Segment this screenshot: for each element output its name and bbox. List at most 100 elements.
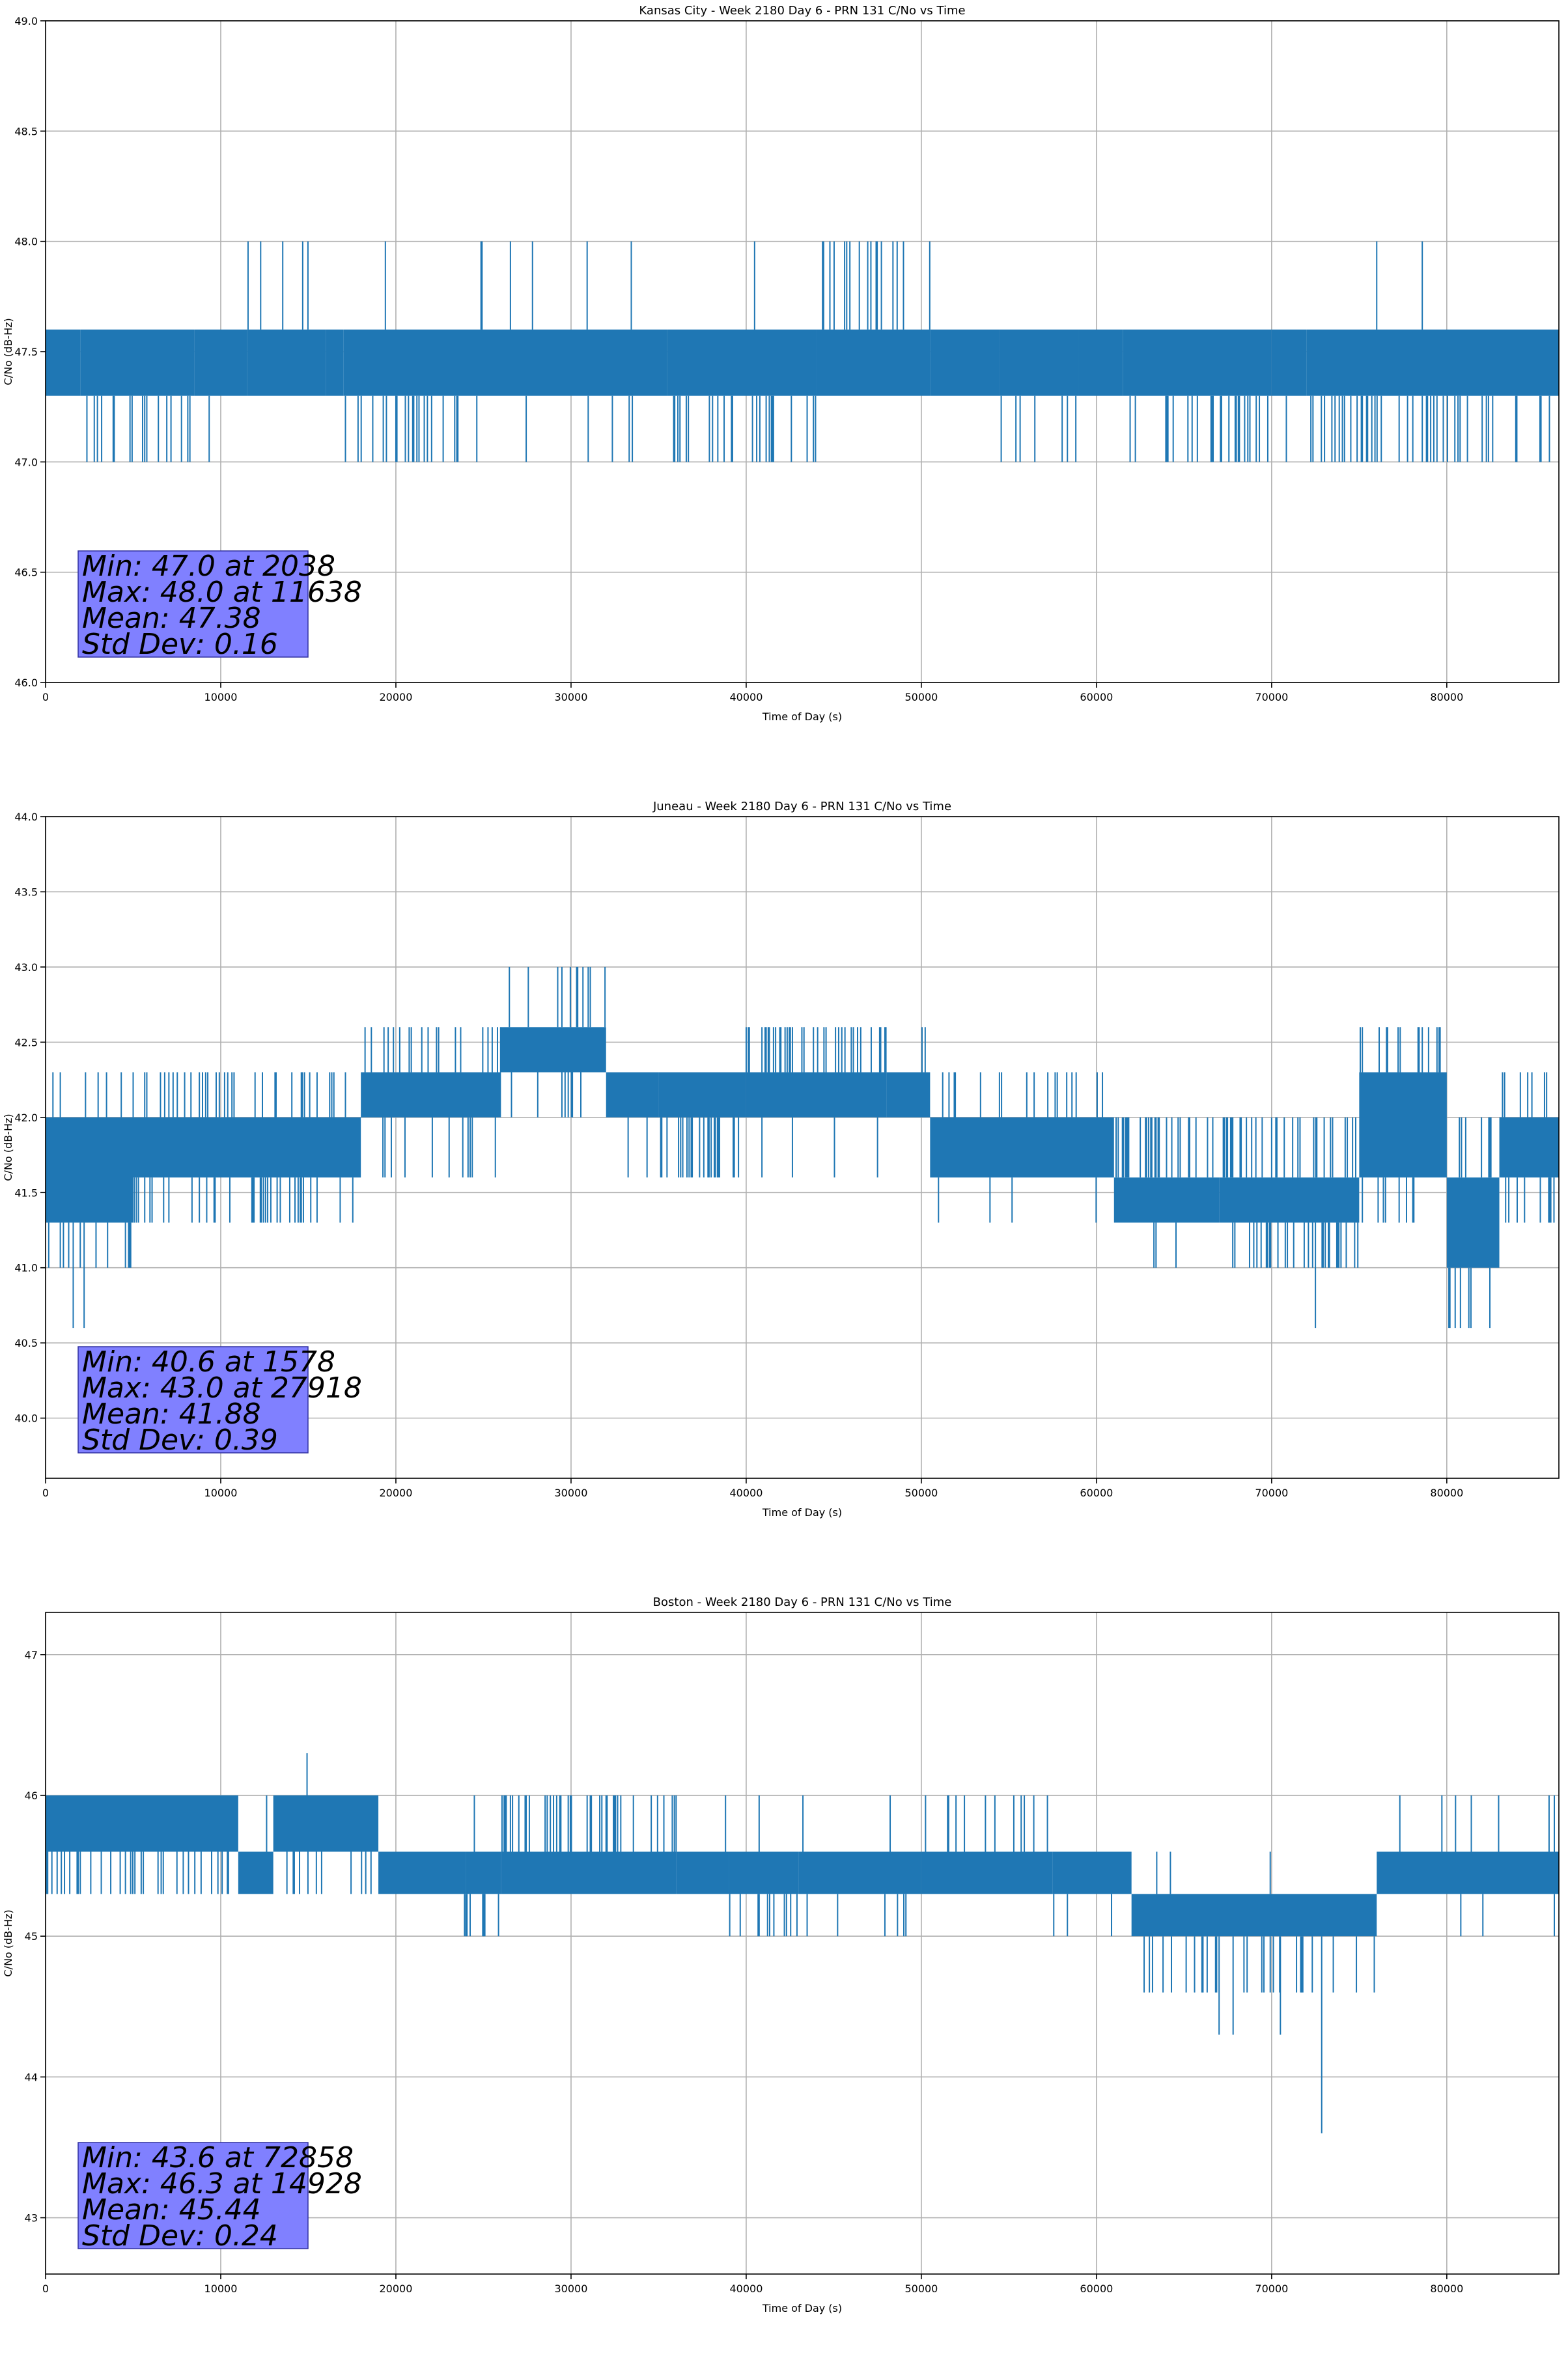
stats-max: Max: 46.3 at 14928	[82, 2167, 362, 2200]
x-tick-label: 60000	[1080, 2283, 1113, 2295]
stats-max: Max: 43.0 at 27918	[82, 1371, 362, 1405]
y-tick-label: 48.0	[14, 236, 38, 248]
stats-std: Std Dev: 0.24	[82, 2219, 278, 2253]
chart-title: Boston - Week 2180 Day 6 - PRN 131 C/No …	[653, 1595, 952, 1609]
y-tick-label: 41.5	[14, 1187, 38, 1199]
x-tick-label: 20000	[380, 691, 413, 703]
data-band	[466, 1851, 501, 1894]
x-tick-label: 30000	[554, 1487, 587, 1499]
x-tick-label: 10000	[204, 2283, 238, 2295]
x-tick-label: 30000	[554, 691, 587, 703]
y-tick-label: 43.0	[14, 961, 38, 974]
data-band	[930, 1117, 1114, 1178]
x-tick-label: 20000	[380, 2283, 413, 2295]
y-tick-label: 43.5	[14, 886, 38, 898]
x-tick-label: 50000	[904, 1487, 938, 1499]
data-band	[1377, 1851, 1559, 1894]
y-tick-label: 44.0	[14, 811, 38, 823]
y-tick-label: 49.0	[14, 15, 38, 27]
data-band	[378, 1851, 466, 1894]
y-tick-label: 46	[25, 1790, 38, 1802]
chart-1: 0 10000 20000 30000 40000 50000 60000 70000 8000…	[2, 800, 1560, 1519]
data-band	[247, 330, 326, 396]
y-tick-label: 41.0	[14, 1262, 38, 1274]
data-band	[1000, 330, 1079, 396]
data-band	[1052, 1851, 1132, 1894]
x-tick-label: 30000	[554, 2283, 587, 2295]
data-band	[1271, 330, 1307, 396]
x-axis-label: Time of Day (s)	[762, 1506, 842, 1519]
y-axis-label: C/No (dB-Hz)	[2, 318, 14, 385]
data-band	[361, 1072, 501, 1117]
y-tick-label: 44	[25, 2071, 38, 2083]
x-tick-label: 40000	[729, 691, 763, 703]
stats-std: Std Dev: 0.39	[82, 1424, 278, 1457]
x-tick-label: 10000	[204, 1487, 238, 1499]
stats-min: Min: 47.0 at 2038	[82, 550, 335, 583]
data-band	[1123, 330, 1272, 396]
data-series	[46, 1753, 1559, 2133]
data-band	[886, 1072, 931, 1117]
x-tick-label: 80000	[1430, 1487, 1463, 1499]
x-tick-label: 50000	[904, 2283, 938, 2295]
y-tick-label: 47.0	[14, 456, 38, 468]
data-band	[1499, 1117, 1559, 1178]
y-tick-label: 45	[25, 1930, 38, 1943]
y-tick-label: 42.0	[14, 1112, 38, 1124]
y-axis-label: C/No (dB-Hz)	[2, 1909, 14, 1976]
y-tick-label: 43	[25, 2212, 38, 2225]
data-band	[273, 1795, 379, 1852]
stats-std: Std Dev: 0.16	[82, 628, 278, 661]
x-tick-label: 40000	[729, 2283, 763, 2295]
x-tick-label: 80000	[1430, 691, 1463, 703]
stats-box	[77, 2142, 309, 2249]
stats-mean: Mean: 45.44	[82, 2193, 261, 2227]
data-band	[80, 330, 195, 396]
data-series	[46, 241, 1559, 462]
x-tick-label: 0	[42, 2283, 49, 2295]
data-series	[46, 966, 1559, 1328]
chart-title: Kansas City - Week 2180 Day 6 - PRN 131 …	[639, 4, 965, 18]
data-band	[676, 1851, 729, 1894]
x-tick-label: 0	[42, 1487, 49, 1499]
stats-mean: Mean: 47.38	[82, 602, 261, 635]
axes-frame	[45, 20, 1560, 683]
data-band	[46, 1795, 238, 1852]
stats-max: Max: 48.0 at 11638	[82, 576, 362, 609]
x-tick-label: 0	[42, 691, 49, 703]
x-tick-label: 20000	[380, 1487, 413, 1499]
data-band	[658, 1072, 746, 1117]
data-band	[816, 330, 931, 396]
data-band	[475, 330, 667, 396]
stats-mean: Mean: 41.88	[82, 1398, 261, 1431]
x-tick-label: 60000	[1080, 1487, 1113, 1499]
data-band	[343, 330, 475, 396]
y-tick-label: 40.0	[14, 1412, 38, 1425]
chart-title: Juneau - Week 2180 Day 6 - PRN 131 C/No …	[652, 800, 951, 813]
x-tick-label: 10000	[204, 691, 238, 703]
y-axis-label: C/No (dB-Hz)	[2, 1114, 14, 1181]
data-band	[1131, 1894, 1377, 1937]
y-tick-label: 47	[25, 1649, 38, 1661]
y-tick-label: 47.5	[14, 346, 38, 358]
data-band	[798, 1851, 921, 1894]
data-band	[729, 1851, 799, 1894]
data-band	[746, 1072, 887, 1117]
y-tick-label: 48.5	[14, 125, 38, 137]
axes-frame	[45, 1612, 1560, 2275]
data-band	[667, 330, 817, 396]
data-band	[1078, 330, 1123, 396]
axes-frame	[45, 816, 1560, 1479]
x-axis-label: Time of Day (s)	[762, 2302, 842, 2314]
stats-box	[77, 550, 309, 658]
data-band	[606, 1072, 659, 1117]
x-tick-label: 50000	[904, 691, 938, 703]
data-band	[1359, 1072, 1447, 1178]
x-tick-label: 60000	[1080, 691, 1113, 703]
stats-min: Min: 40.6 at 1578	[82, 1345, 335, 1379]
chart-2: 0 10000 20000 30000 40000 50000 60000 70000 8000…	[2, 1595, 1560, 2314]
y-tick-label: 46.5	[14, 567, 38, 579]
x-tick-label: 80000	[1430, 2283, 1463, 2295]
stats-box	[77, 1346, 309, 1454]
x-axis-label: Time of Day (s)	[762, 710, 842, 723]
